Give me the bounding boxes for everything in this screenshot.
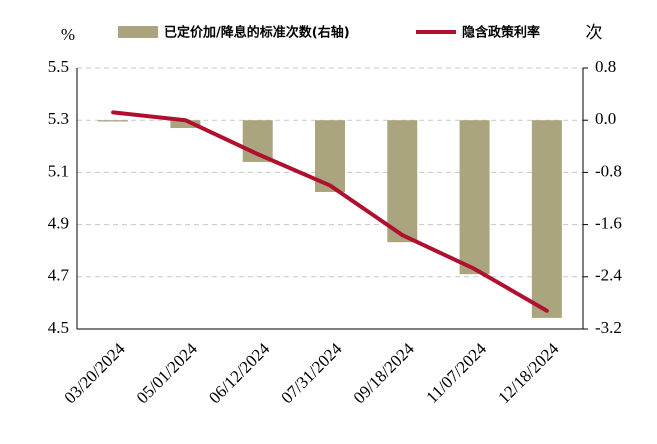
bar bbox=[98, 120, 129, 122]
x-tick-label: 12/18/2024 bbox=[494, 339, 563, 408]
line bbox=[111, 110, 549, 313]
legend-swatch bbox=[118, 26, 158, 38]
bar bbox=[459, 120, 490, 275]
legend-label: 已定价加/降息的标准次数(右轴) bbox=[164, 25, 350, 41]
y2-tick-label: 0.8 bbox=[595, 57, 616, 76]
y2-tick-label: -2.4 bbox=[595, 266, 622, 285]
x-tick-label: 07/31/2024 bbox=[277, 339, 346, 408]
y-tick-label: 5.3 bbox=[48, 109, 69, 128]
y-tick-label: 4.9 bbox=[48, 214, 69, 233]
legend-label: 隐含政策利率 bbox=[462, 25, 540, 41]
y-tick-label: 5.5 bbox=[48, 57, 69, 76]
y-tick-label: 4.5 bbox=[48, 318, 69, 337]
y2-tick-label: -1.6 bbox=[595, 214, 622, 233]
y2-tick-label: 0.0 bbox=[595, 109, 616, 128]
y2-tick-label: -3.2 bbox=[595, 318, 622, 337]
y2-axis-label: 次 bbox=[586, 23, 603, 42]
y-tick-label: 5.1 bbox=[48, 161, 69, 180]
bar bbox=[387, 120, 418, 243]
x-tick-label: 06/12/2024 bbox=[205, 339, 274, 408]
x-tick-label: 09/18/2024 bbox=[350, 339, 419, 408]
x-tick-label: 03/20/2024 bbox=[61, 339, 130, 408]
x-tick-label: 05/01/2024 bbox=[133, 339, 202, 408]
bar bbox=[170, 120, 201, 129]
y2-tick-label: -0.8 bbox=[595, 161, 622, 180]
y-axis-label: % bbox=[61, 25, 75, 44]
y-tick-label: 4.7 bbox=[48, 266, 70, 285]
bar bbox=[531, 120, 562, 318]
x-tick-label: 11/07/2024 bbox=[422, 339, 490, 407]
